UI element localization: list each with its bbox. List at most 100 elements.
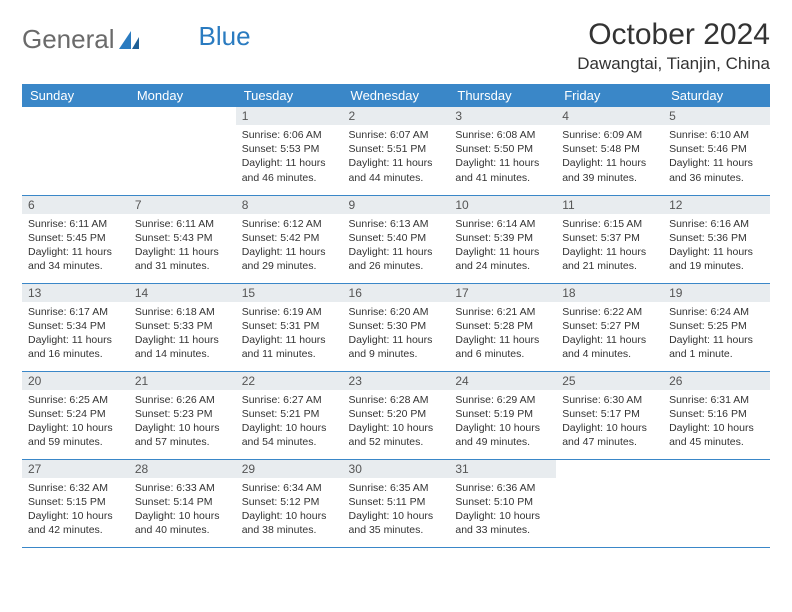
sunrise-text: Sunrise: 6:16 AM (669, 217, 764, 231)
day-details: Sunrise: 6:24 AMSunset: 5:25 PMDaylight:… (663, 302, 770, 364)
day-number: 7 (129, 196, 236, 214)
day-details: Sunrise: 6:31 AMSunset: 5:16 PMDaylight:… (663, 390, 770, 452)
calendar-day-cell: 2Sunrise: 6:07 AMSunset: 5:51 PMDaylight… (343, 107, 450, 195)
calendar-day-cell: 12Sunrise: 6:16 AMSunset: 5:36 PMDayligh… (663, 195, 770, 283)
calendar-day-cell: 19Sunrise: 6:24 AMSunset: 5:25 PMDayligh… (663, 283, 770, 371)
day-details: Sunrise: 6:21 AMSunset: 5:28 PMDaylight:… (449, 302, 556, 364)
day-number: 19 (663, 284, 770, 302)
sunrise-text: Sunrise: 6:06 AM (242, 128, 337, 142)
day-number: 2 (343, 107, 450, 125)
sunset-text: Sunset: 5:51 PM (349, 142, 444, 156)
calendar-day-cell: 24Sunrise: 6:29 AMSunset: 5:19 PMDayligh… (449, 371, 556, 459)
logo: General Blue (22, 24, 251, 55)
calendar-day-cell: 1Sunrise: 6:06 AMSunset: 5:53 PMDaylight… (236, 107, 343, 195)
day-details: Sunrise: 6:34 AMSunset: 5:12 PMDaylight:… (236, 478, 343, 540)
day-number: 8 (236, 196, 343, 214)
sunrise-text: Sunrise: 6:26 AM (135, 393, 230, 407)
sunrise-text: Sunrise: 6:19 AM (242, 305, 337, 319)
day-number: 21 (129, 372, 236, 390)
weekday-header-row: SundayMondayTuesdayWednesdayThursdayFrid… (22, 84, 770, 107)
daylight-text: Daylight: 10 hours and 47 minutes. (562, 421, 657, 449)
calendar-day-cell (129, 107, 236, 195)
day-number: 15 (236, 284, 343, 302)
sunset-text: Sunset: 5:27 PM (562, 319, 657, 333)
day-details: Sunrise: 6:27 AMSunset: 5:21 PMDaylight:… (236, 390, 343, 452)
sunset-text: Sunset: 5:40 PM (349, 231, 444, 245)
sunrise-text: Sunrise: 6:30 AM (562, 393, 657, 407)
sunrise-text: Sunrise: 6:21 AM (455, 305, 550, 319)
daylight-text: Daylight: 10 hours and 38 minutes. (242, 509, 337, 537)
weekday-header: Sunday (22, 84, 129, 107)
day-details: Sunrise: 6:15 AMSunset: 5:37 PMDaylight:… (556, 214, 663, 276)
sunrise-text: Sunrise: 6:09 AM (562, 128, 657, 142)
calendar-day-cell: 29Sunrise: 6:34 AMSunset: 5:12 PMDayligh… (236, 459, 343, 547)
sunrise-text: Sunrise: 6:24 AM (669, 305, 764, 319)
daylight-text: Daylight: 10 hours and 49 minutes. (455, 421, 550, 449)
sunset-text: Sunset: 5:14 PM (135, 495, 230, 509)
sunrise-text: Sunrise: 6:10 AM (669, 128, 764, 142)
calendar-table: SundayMondayTuesdayWednesdayThursdayFrid… (22, 84, 770, 548)
day-number: 5 (663, 107, 770, 125)
day-number: 31 (449, 460, 556, 478)
daylight-text: Daylight: 10 hours and 33 minutes. (455, 509, 550, 537)
day-number: 4 (556, 107, 663, 125)
calendar-day-cell: 21Sunrise: 6:26 AMSunset: 5:23 PMDayligh… (129, 371, 236, 459)
sunset-text: Sunset: 5:28 PM (455, 319, 550, 333)
day-details: Sunrise: 6:25 AMSunset: 5:24 PMDaylight:… (22, 390, 129, 452)
calendar-day-cell: 28Sunrise: 6:33 AMSunset: 5:14 PMDayligh… (129, 459, 236, 547)
sunset-text: Sunset: 5:16 PM (669, 407, 764, 421)
day-details: Sunrise: 6:16 AMSunset: 5:36 PMDaylight:… (663, 214, 770, 276)
sunset-text: Sunset: 5:12 PM (242, 495, 337, 509)
header: General Blue October 2024 Dawangtai, Tia… (22, 18, 770, 74)
day-number: 1 (236, 107, 343, 125)
sail-icon (117, 29, 141, 51)
day-number: 16 (343, 284, 450, 302)
calendar-day-cell: 15Sunrise: 6:19 AMSunset: 5:31 PMDayligh… (236, 283, 343, 371)
page-title: October 2024 (577, 18, 770, 52)
title-area: October 2024 Dawangtai, Tianjin, China (577, 18, 770, 74)
location: Dawangtai, Tianjin, China (577, 54, 770, 74)
calendar-day-cell: 13Sunrise: 6:17 AMSunset: 5:34 PMDayligh… (22, 283, 129, 371)
sunset-text: Sunset: 5:15 PM (28, 495, 123, 509)
weekday-header: Monday (129, 84, 236, 107)
sunset-text: Sunset: 5:30 PM (349, 319, 444, 333)
calendar-week-row: 27Sunrise: 6:32 AMSunset: 5:15 PMDayligh… (22, 459, 770, 547)
calendar-day-cell: 30Sunrise: 6:35 AMSunset: 5:11 PMDayligh… (343, 459, 450, 547)
sunrise-text: Sunrise: 6:36 AM (455, 481, 550, 495)
calendar-day-cell: 26Sunrise: 6:31 AMSunset: 5:16 PMDayligh… (663, 371, 770, 459)
calendar-week-row: 1Sunrise: 6:06 AMSunset: 5:53 PMDaylight… (22, 107, 770, 195)
sunset-text: Sunset: 5:17 PM (562, 407, 657, 421)
daylight-text: Daylight: 11 hours and 31 minutes. (135, 245, 230, 273)
day-details: Sunrise: 6:33 AMSunset: 5:14 PMDaylight:… (129, 478, 236, 540)
day-number: 9 (343, 196, 450, 214)
sunrise-text: Sunrise: 6:22 AM (562, 305, 657, 319)
sunset-text: Sunset: 5:37 PM (562, 231, 657, 245)
calendar-day-cell: 23Sunrise: 6:28 AMSunset: 5:20 PMDayligh… (343, 371, 450, 459)
sunset-text: Sunset: 5:46 PM (669, 142, 764, 156)
day-details: Sunrise: 6:06 AMSunset: 5:53 PMDaylight:… (236, 125, 343, 187)
calendar-day-cell: 17Sunrise: 6:21 AMSunset: 5:28 PMDayligh… (449, 283, 556, 371)
day-details: Sunrise: 6:09 AMSunset: 5:48 PMDaylight:… (556, 125, 663, 187)
calendar-day-cell (556, 459, 663, 547)
daylight-text: Daylight: 11 hours and 29 minutes. (242, 245, 337, 273)
calendar-day-cell: 7Sunrise: 6:11 AMSunset: 5:43 PMDaylight… (129, 195, 236, 283)
daylight-text: Daylight: 10 hours and 35 minutes. (349, 509, 444, 537)
day-details: Sunrise: 6:22 AMSunset: 5:27 PMDaylight:… (556, 302, 663, 364)
sunset-text: Sunset: 5:48 PM (562, 142, 657, 156)
day-details: Sunrise: 6:35 AMSunset: 5:11 PMDaylight:… (343, 478, 450, 540)
day-details: Sunrise: 6:13 AMSunset: 5:40 PMDaylight:… (343, 214, 450, 276)
day-details: Sunrise: 6:07 AMSunset: 5:51 PMDaylight:… (343, 125, 450, 187)
sunset-text: Sunset: 5:50 PM (455, 142, 550, 156)
daylight-text: Daylight: 11 hours and 1 minute. (669, 333, 764, 361)
day-details: Sunrise: 6:10 AMSunset: 5:46 PMDaylight:… (663, 125, 770, 187)
day-number: 25 (556, 372, 663, 390)
day-number: 13 (22, 284, 129, 302)
calendar-day-cell: 3Sunrise: 6:08 AMSunset: 5:50 PMDaylight… (449, 107, 556, 195)
daylight-text: Daylight: 10 hours and 57 minutes. (135, 421, 230, 449)
weekday-header: Tuesday (236, 84, 343, 107)
sunset-text: Sunset: 5:36 PM (669, 231, 764, 245)
calendar-week-row: 13Sunrise: 6:17 AMSunset: 5:34 PMDayligh… (22, 283, 770, 371)
weekday-header: Wednesday (343, 84, 450, 107)
sunrise-text: Sunrise: 6:33 AM (135, 481, 230, 495)
sunset-text: Sunset: 5:42 PM (242, 231, 337, 245)
